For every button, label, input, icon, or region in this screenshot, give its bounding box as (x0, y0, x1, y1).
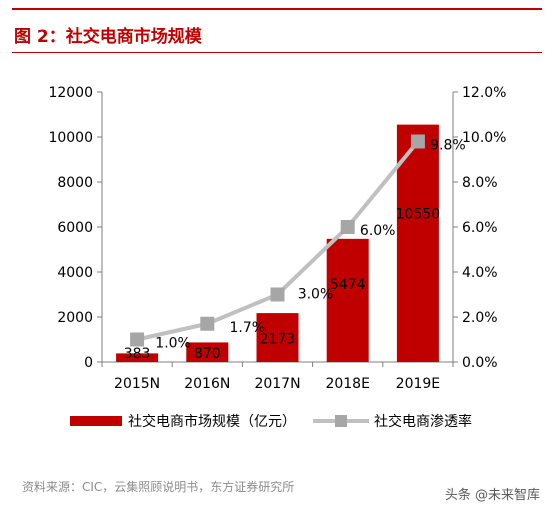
penetration-line (136, 140, 420, 342)
line-data-label: 1.0% (155, 336, 191, 352)
legend-label-penetration: 社交电商渗透率 (374, 413, 472, 430)
legend-swatch-bar (70, 416, 122, 426)
source-note: 资料来源：CIC，云集照顾说明书，东方证券研究所 (22, 480, 295, 494)
line-marker (270, 287, 285, 302)
right-axis-tick-label: 6.0% (462, 220, 498, 236)
bar-data-label: 870 (194, 346, 221, 362)
left-axis-tick-label: 6000 (57, 220, 93, 236)
bar-data-label: 10550 (396, 206, 441, 222)
bar-data-label: 2173 (260, 332, 296, 348)
chart: 0 2000 4000 6000 8000 10000 12000 0.0% 2.0% 4.0% 6… (48, 85, 506, 430)
legend: 社交电商市场规模（亿元） 社交电商渗透率 (70, 413, 472, 430)
line-data-label: 3.0% (298, 287, 334, 303)
legend-label-market-size: 社交电商市场规模（亿元） (128, 413, 296, 430)
bar (396, 124, 439, 362)
right-axis-tick-label: 10.0% (462, 130, 506, 146)
left-axis-tick-label: 12000 (48, 85, 93, 101)
left-axis-tick-label: 4000 (57, 265, 93, 281)
x-axis-tick-label: 2018E (325, 376, 369, 392)
bar (116, 353, 159, 362)
bar (256, 313, 299, 362)
left-axis-tick-label: 8000 (57, 175, 93, 191)
x-axis-tick-label: 2019E (396, 376, 440, 392)
x-axis-tick-label: 2015N (114, 376, 160, 392)
right-axis-tick-label: 2.0% (462, 310, 498, 326)
left-axis-tick-label: 2000 (57, 310, 93, 326)
line-marker (410, 134, 425, 149)
left-axis-tick-label: 0 (84, 355, 93, 371)
line-data-label: 9.8% (430, 138, 466, 154)
bar (326, 238, 369, 362)
bar-data-label: 383 (124, 346, 151, 362)
line-marker (130, 332, 145, 347)
line-marker (200, 316, 215, 331)
right-axis-tick-label: 0.0% (462, 355, 498, 371)
line-data-label: 6.0% (360, 223, 396, 239)
legend-swatch-marker (335, 415, 347, 427)
watermark: 头条 @未来智库 (444, 488, 540, 503)
bar-data-label: 5474 (330, 277, 366, 293)
x-axis-tick-label: 2016N (184, 376, 230, 392)
right-axis-tick-label: 8.0% (462, 175, 498, 191)
right-axis-tick-label: 4.0% (462, 265, 498, 281)
plot-area: 0 2000 4000 6000 8000 10000 12000 0.0% 2.0% 4.0% 6… (48, 85, 506, 392)
bar (186, 342, 229, 362)
right-axis-tick-label: 12.0% (462, 85, 506, 101)
line-marker (340, 220, 355, 234)
x-axis-tick-label: 2017N (254, 376, 300, 392)
figure-title: 图 2：社交电商市场规模 (14, 27, 202, 47)
left-axis-tick-label: 10000 (48, 130, 93, 146)
title-rule (12, 52, 542, 53)
line-data-label: 1.7% (230, 320, 266, 336)
top-rule (12, 8, 542, 10)
